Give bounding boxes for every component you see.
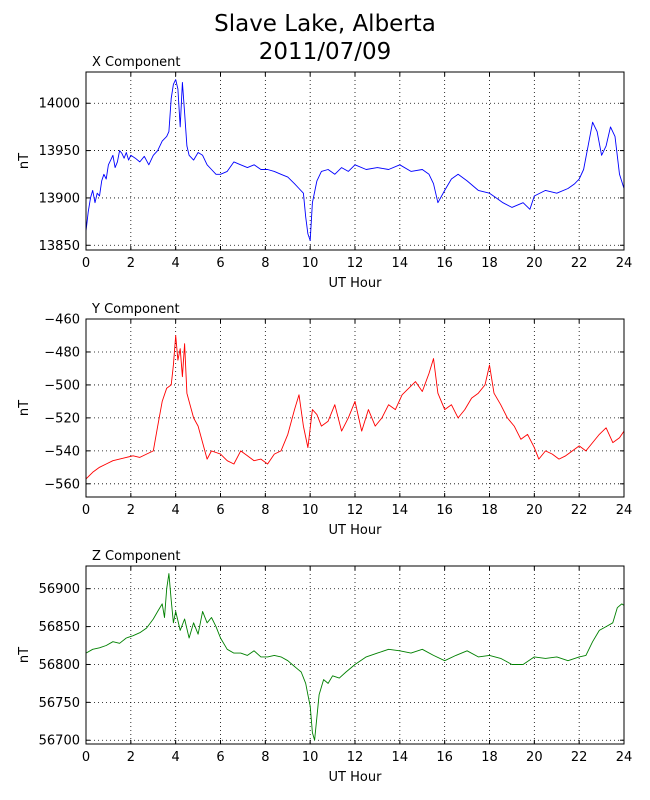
x-tick-label: 14: [392, 256, 409, 271]
x-tick-label: 18: [481, 750, 498, 765]
panel-title: Z Component: [92, 549, 181, 564]
x-tick-label: 4: [172, 256, 180, 271]
x-tick-label: 0: [82, 750, 90, 765]
x-tick-label: 22: [571, 503, 588, 518]
x-tick-label: 20: [526, 256, 543, 271]
x-tick-label: 22: [571, 750, 588, 765]
y-tick-label: 56850: [39, 620, 80, 635]
figure-title-location: Slave Lake, Alberta: [214, 11, 436, 37]
x-tick-label: 14: [392, 750, 409, 765]
figure-title-date: 2011/07/09: [258, 39, 392, 65]
x-tick-label: 24: [616, 750, 633, 765]
panel-title: X Component: [92, 55, 181, 70]
chart-panel-1: 0 2 4 6 8 10 12 14 16 18 20 22 241385013900139501400…: [17, 55, 632, 291]
x-tick-label: 2: [127, 256, 135, 271]
x-tick-label: 16: [436, 750, 453, 765]
y-axis-label: nT: [17, 400, 32, 416]
chart-panel-2: 0 2 4 6 8 10 12 14 16 18 20 22 24−560−540−520−500−48…: [17, 302, 632, 538]
x-tick-label: 24: [616, 256, 633, 271]
x-tick-label: 10: [302, 256, 319, 271]
x-tick-label: 22: [571, 256, 588, 271]
y-tick-label: 56900: [39, 582, 80, 597]
series-line: [85, 79, 625, 241]
y-tick-label: 14000: [39, 97, 80, 112]
x-tick-label: 2: [127, 503, 135, 518]
series-line: [85, 335, 625, 480]
x-tick-label: 8: [261, 750, 269, 765]
x-tick-label: 8: [261, 256, 269, 271]
y-tick-label: 13950: [39, 144, 80, 159]
x-axis-label: UT Hour: [329, 523, 383, 538]
y-tick-label: −500: [44, 378, 80, 393]
y-tick-label: 13850: [39, 239, 80, 254]
y-tick-label: 13900: [39, 191, 80, 206]
chart-panel-3: 0 2 4 6 8 10 12 14 16 18 20 22 245670056750568005685…: [17, 549, 632, 785]
x-tick-label: 12: [347, 256, 364, 271]
panel-title: Y Component: [91, 302, 180, 317]
x-tick-label: 18: [481, 503, 498, 518]
x-tick-label: 6: [216, 750, 224, 765]
series-line: [85, 573, 625, 741]
y-tick-label: −480: [44, 345, 80, 360]
y-axis-label: nT: [17, 153, 32, 169]
x-tick-label: 8: [261, 503, 269, 518]
y-tick-label: 56800: [39, 658, 80, 673]
x-tick-label: 24: [616, 503, 633, 518]
x-tick-label: 20: [526, 750, 543, 765]
x-tick-label: 4: [172, 503, 180, 518]
x-tick-label: 2: [127, 750, 135, 765]
x-tick-label: 16: [436, 503, 453, 518]
x-tick-label: 6: [216, 503, 224, 518]
x-tick-label: 10: [302, 503, 319, 518]
x-tick-label: 0: [82, 503, 90, 518]
x-tick-label: 16: [436, 256, 453, 271]
y-tick-label: 56750: [39, 696, 80, 711]
figure-title: Slave Lake, Alberta 2011/07/09: [0, 10, 650, 66]
y-tick-label: −540: [44, 444, 80, 459]
x-tick-label: 12: [347, 503, 364, 518]
x-tick-label: 18: [481, 256, 498, 271]
y-tick-label: −560: [44, 477, 80, 492]
y-axis-label: nT: [17, 647, 32, 663]
y-tick-label: −520: [44, 411, 80, 426]
y-tick-label: −460: [44, 313, 80, 328]
x-tick-label: 4: [172, 750, 180, 765]
x-tick-label: 12: [347, 750, 364, 765]
x-tick-label: 14: [392, 503, 409, 518]
x-axis-label: UT Hour: [329, 276, 383, 291]
y-tick-label: 56700: [39, 734, 80, 749]
x-tick-label: 0: [82, 256, 90, 271]
x-tick-label: 6: [216, 256, 224, 271]
x-axis-label: UT Hour: [329, 770, 383, 785]
x-tick-label: 20: [526, 503, 543, 518]
x-tick-label: 10: [302, 750, 319, 765]
